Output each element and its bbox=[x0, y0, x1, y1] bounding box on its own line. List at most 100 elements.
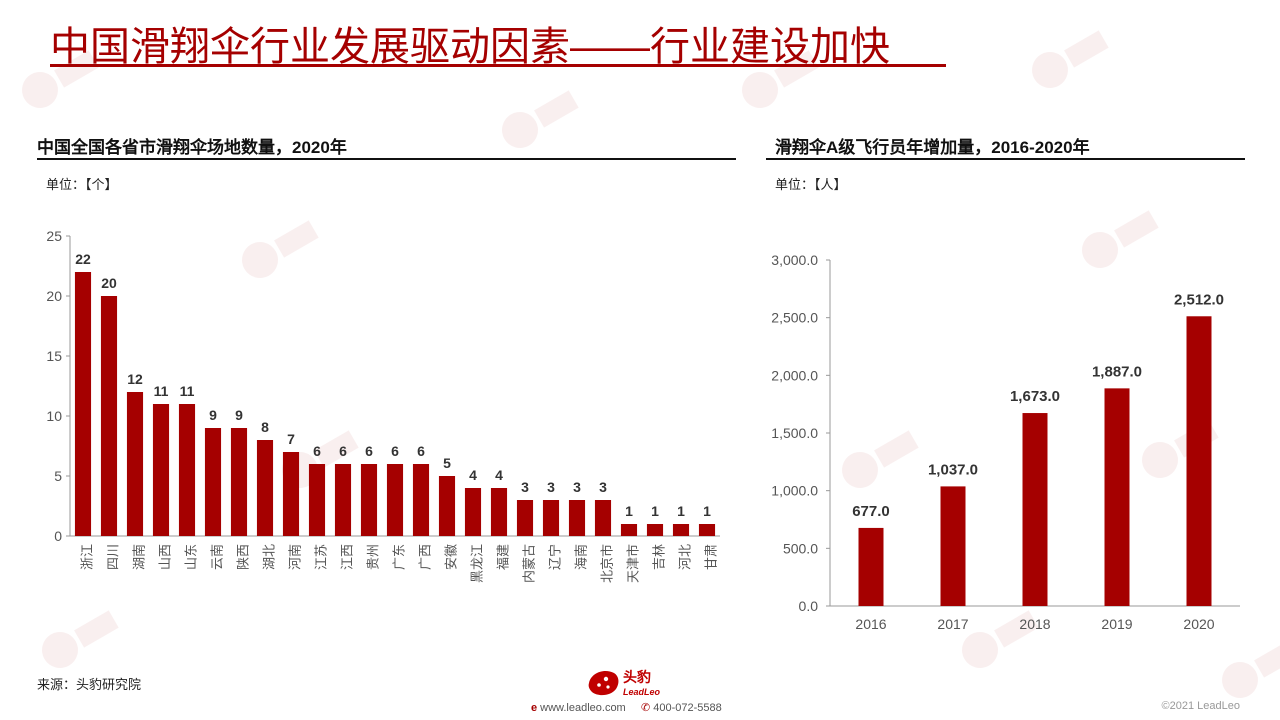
data-label: 6 bbox=[391, 443, 399, 459]
data-label: 3 bbox=[599, 479, 607, 495]
bar bbox=[1104, 388, 1130, 606]
data-label: 4 bbox=[469, 467, 477, 483]
x-tick-label: 湖南 bbox=[131, 544, 146, 570]
left-chart-unit: 单位：【个】 bbox=[46, 177, 118, 192]
x-tick-label: 浙江 bbox=[79, 544, 94, 570]
data-label: 11 bbox=[180, 383, 195, 399]
x-tick-label: 河北 bbox=[677, 544, 692, 570]
bar bbox=[672, 524, 690, 536]
x-tick-label: 湖北 bbox=[261, 544, 276, 570]
x-tick-label: 2019 bbox=[1101, 616, 1132, 632]
bar bbox=[594, 500, 612, 536]
x-tick-label: 福建 bbox=[495, 544, 510, 570]
data-label: 1,037.0 bbox=[928, 461, 978, 478]
y-tick-label: 15 bbox=[46, 348, 62, 364]
y-tick-label: 25 bbox=[46, 228, 62, 244]
x-tick-label: 北京市 bbox=[599, 544, 614, 583]
website-link[interactable]: www.leadleo.com bbox=[540, 702, 626, 714]
x-tick-label: 广东 bbox=[391, 544, 406, 570]
data-label: 2,512.0 bbox=[1174, 291, 1224, 308]
leadleo-logo: 头豹 LeadLeo bbox=[586, 665, 672, 699]
bar bbox=[74, 272, 92, 536]
bar bbox=[646, 524, 664, 536]
data-label: 9 bbox=[235, 407, 243, 423]
x-tick-label: 2017 bbox=[937, 616, 968, 632]
x-tick-label: 2020 bbox=[1183, 616, 1214, 632]
x-tick-label: 江西 bbox=[339, 544, 354, 570]
bar bbox=[542, 500, 560, 536]
bar bbox=[308, 464, 326, 536]
title-underline bbox=[50, 64, 946, 67]
data-label: 3 bbox=[573, 479, 581, 495]
brand-sub: LeadLeo bbox=[623, 687, 661, 697]
y-tick-label: 5 bbox=[54, 468, 62, 484]
bar bbox=[698, 524, 716, 536]
y-tick-label: 20 bbox=[46, 288, 62, 304]
y-tick-label: 2,500.0 bbox=[771, 310, 818, 326]
x-tick-label: 云南 bbox=[209, 544, 224, 570]
x-tick-label: 内蒙古 bbox=[521, 544, 536, 583]
web-icon: e bbox=[531, 702, 538, 714]
data-label: 6 bbox=[339, 443, 347, 459]
province-sites-bar-chart: 051015202522浙江20四川12湖南11山西11山东9云南9陕西8湖北7… bbox=[46, 228, 720, 583]
pilot-growth-bar-chart: 0.0 500.0 1,000.0 1,500.0 2,000.0 2,500.0 3,00… bbox=[771, 252, 1240, 632]
data-label: 6 bbox=[417, 443, 425, 459]
right-chart-unit: 单位：【人】 bbox=[775, 177, 847, 192]
right-chart-title: 滑翔伞A级飞行员年增加量，2016-2020年 bbox=[775, 138, 1090, 157]
source-note: 来源：头豹研究院 bbox=[37, 677, 142, 692]
data-label: 3 bbox=[547, 479, 555, 495]
phone-icon: ✆ bbox=[641, 702, 651, 714]
y-tick-label: 0 bbox=[54, 528, 62, 544]
data-label: 7 bbox=[287, 431, 295, 447]
data-label: 11 bbox=[154, 383, 169, 399]
phone-number: 400-072-5588 bbox=[653, 702, 722, 714]
y-tick-label: 0.0 bbox=[799, 598, 819, 614]
bar bbox=[282, 452, 300, 536]
bar bbox=[1022, 413, 1048, 606]
right-chart-rule bbox=[766, 158, 1245, 160]
x-tick-label: 海南 bbox=[573, 544, 588, 570]
bar bbox=[568, 500, 586, 536]
data-label: 12 bbox=[127, 371, 143, 387]
data-label: 1 bbox=[625, 503, 633, 519]
bar bbox=[230, 428, 248, 536]
data-label: 8 bbox=[261, 419, 269, 435]
bar bbox=[334, 464, 352, 536]
x-tick-label: 辽宁 bbox=[547, 544, 562, 570]
y-tick-label: 3,000.0 bbox=[771, 252, 818, 268]
bar bbox=[126, 392, 144, 536]
data-label: 1,887.0 bbox=[1092, 363, 1142, 380]
x-tick-label: 广西 bbox=[417, 544, 432, 570]
copyright: ©2021 LeadLeo bbox=[1161, 700, 1240, 712]
bar bbox=[858, 527, 884, 606]
left-chart-rule bbox=[37, 158, 736, 160]
y-tick-label: 1,500.0 bbox=[771, 425, 818, 441]
brand-name: 头豹 bbox=[623, 669, 651, 685]
x-tick-label: 山西 bbox=[157, 544, 172, 570]
y-tick-label: 2,000.0 bbox=[771, 367, 818, 383]
data-label: 4 bbox=[495, 467, 503, 483]
data-label: 5 bbox=[443, 455, 451, 471]
data-label: 1 bbox=[651, 503, 659, 519]
data-label: 22 bbox=[75, 251, 91, 267]
x-tick-label: 甘肃 bbox=[703, 544, 718, 570]
leopard-logo-icon: 头豹 LeadLeo bbox=[588, 669, 661, 697]
data-label: 6 bbox=[313, 443, 321, 459]
bar bbox=[620, 524, 638, 536]
data-label: 9 bbox=[209, 407, 217, 423]
data-label: 1,673.0 bbox=[1010, 388, 1060, 405]
bar bbox=[464, 488, 482, 536]
x-tick-label: 吉林 bbox=[651, 544, 666, 570]
footer-contact: e www.leadleo.com ✆ 400-072-5588 bbox=[531, 701, 722, 714]
bar bbox=[386, 464, 404, 536]
data-label: 20 bbox=[101, 275, 117, 291]
bar bbox=[516, 500, 534, 536]
bar bbox=[100, 296, 118, 536]
x-tick-label: 河南 bbox=[287, 544, 302, 570]
x-tick-label: 2016 bbox=[855, 616, 886, 632]
bar bbox=[1186, 316, 1212, 606]
x-tick-label: 黑龙江 bbox=[469, 544, 484, 583]
left-chart-title: 中国全国各省市滑翔伞场地数量，2020年 bbox=[37, 138, 347, 157]
x-tick-label: 四川 bbox=[105, 544, 120, 570]
x-tick-label: 山东 bbox=[183, 544, 198, 570]
